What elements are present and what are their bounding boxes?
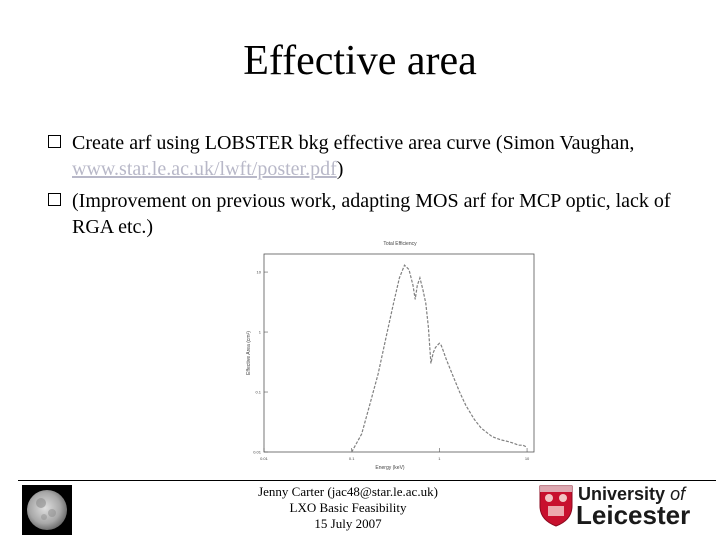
bullet-item: (Improvement on previous work, adapting … <box>48 188 688 240</box>
slide-title: Effective area <box>243 38 477 84</box>
footer-divider <box>18 480 716 481</box>
y-tick-label: 0.01 <box>253 450 262 455</box>
bullet-text-end: ) <box>336 158 344 180</box>
x-tick-label: 0.1 <box>349 456 355 461</box>
footer-date: 15 July 2007 <box>314 516 382 531</box>
y-axis-label: Effective Area (cm²) <box>246 331 252 375</box>
checkbox-bullet-icon <box>48 193 61 206</box>
footer-project: LXO Basic Feasibility <box>289 500 407 515</box>
series-line <box>351 264 528 453</box>
x-tick-label: 0.01 <box>260 456 269 461</box>
plot-frame <box>263 253 535 453</box>
moon-image <box>22 485 72 535</box>
logo-text-university: University of <box>578 484 686 504</box>
footer-info: Jenny Carter (jac48@star.le.ac.uk) LXO B… <box>222 484 474 532</box>
bullet-text: (Improvement on previous work, adapting … <box>72 190 671 238</box>
logo-text-leicester: Leicester <box>576 500 691 530</box>
chart-title: Total Efficiency <box>383 241 417 247</box>
y-tick-label: 0.1 <box>255 390 261 395</box>
effective-area-chart: Total Efficiency 10 1 0.1 0.01 0.01 0.1 1 10 E… <box>246 241 535 471</box>
y-tick-label: 10 <box>257 270 262 275</box>
x-tick-label: 10 <box>525 456 530 461</box>
shield-icon <box>539 485 573 527</box>
bullet-item: Create arf using LOBSTER bkg effective a… <box>48 130 688 182</box>
checkbox-bullet-icon <box>48 135 61 148</box>
x-tick-label: 1 <box>438 456 441 461</box>
bullet-text: Create arf using LOBSTER bkg effective a… <box>72 132 635 154</box>
footer-author: Jenny Carter (jac48@star.le.ac.uk) <box>258 484 438 499</box>
bullet-list: Create arf using LOBSTER bkg effective a… <box>48 130 688 246</box>
y-tick-label: 1 <box>259 330 262 335</box>
x-axis-label: Energy (keV) <box>375 465 405 471</box>
poster-link[interactable]: www.star.le.ac.uk/lwft/poster.pdf <box>72 158 337 180</box>
